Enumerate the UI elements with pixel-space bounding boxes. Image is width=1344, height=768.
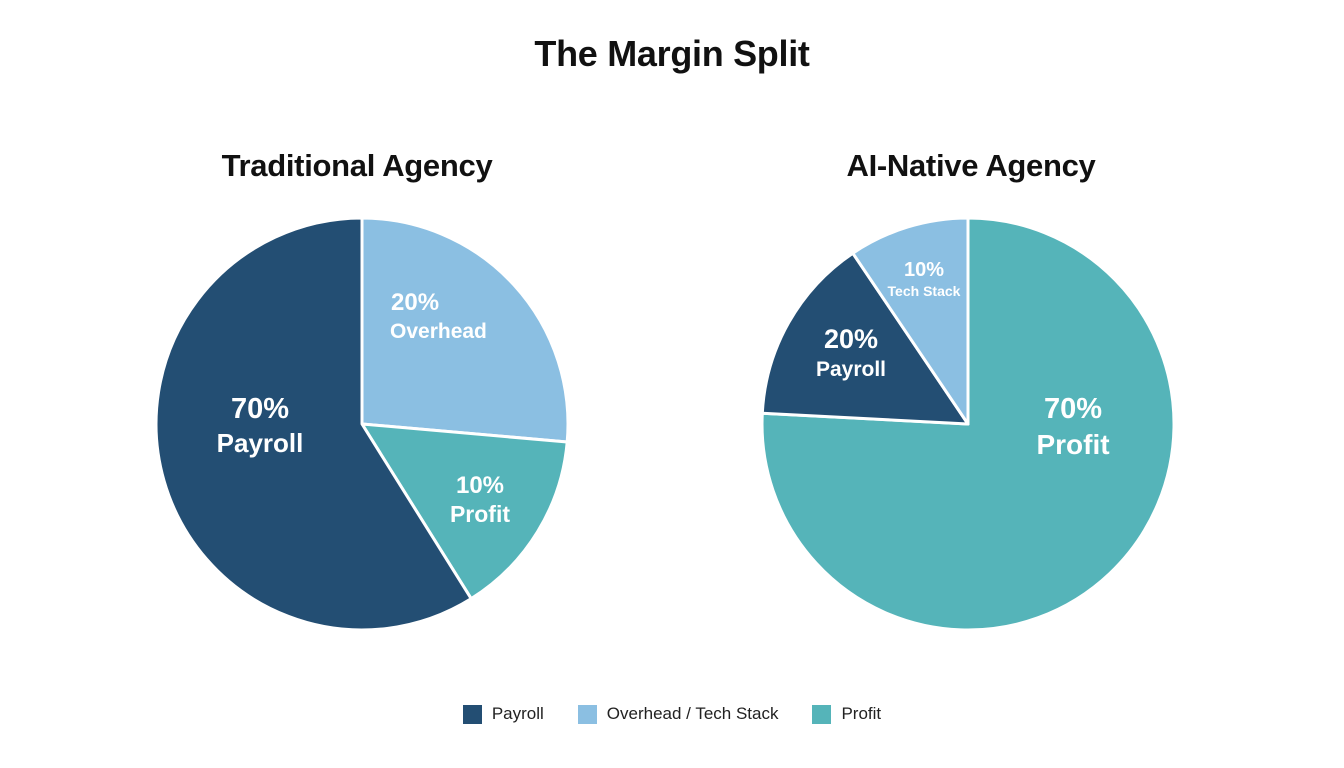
traditional-agency-pie: 70% Payroll 20% Overhead 10% Profit — [154, 216, 570, 632]
legend-label: Profit — [841, 704, 882, 723]
profit-label: Profit — [1036, 429, 1109, 460]
payroll-pct: 20% — [824, 324, 878, 354]
slice-tech-stack[interactable] — [851, 216, 970, 426]
slice-profit[interactable] — [760, 216, 1176, 632]
profit-pct: 10% — [456, 472, 504, 499]
legend-label: Overhead / Tech Stack — [606, 704, 779, 723]
overhead-pct: 20% — [391, 289, 439, 316]
payroll-label: Payroll — [217, 428, 304, 458]
slice-payroll[interactable] — [760, 251, 970, 426]
legend-item-payroll[interactable]: Payroll — [462, 704, 544, 724]
tech-stack-label: Tech Stack — [888, 283, 961, 299]
legend-item-overhead[interactable]: Overhead / Tech Stack — [577, 704, 779, 724]
overhead-swatch-icon — [577, 704, 597, 724]
payroll-swatch-icon — [462, 704, 482, 724]
legend-label: Payroll — [491, 704, 544, 723]
ai-native-agency-pie: 20% Payroll 10% Tech Stack 70% Profit — [760, 216, 1176, 632]
chart-legend: Payroll Overhead / Tech Stack Profit — [0, 704, 1344, 724]
slice-profit[interactable] — [360, 422, 569, 601]
slice-payroll[interactable] — [154, 216, 473, 632]
left-pie-title: Traditional Agency — [221, 148, 493, 183]
profit-swatch-icon — [812, 704, 832, 724]
profit-label: Profit — [450, 501, 510, 527]
payroll-label: Payroll — [816, 358, 886, 381]
tech-stack-pct: 10% — [904, 259, 944, 281]
overhead-label: Overhead — [390, 320, 487, 343]
chart-title: The Margin Split — [534, 33, 810, 74]
legend-item-profit[interactable]: Profit — [812, 704, 881, 724]
right-pie-title: AI-Native Agency — [846, 148, 1096, 183]
profit-pct: 70% — [1044, 393, 1102, 425]
slice-overhead[interactable] — [360, 216, 570, 444]
payroll-pct: 70% — [231, 393, 289, 425]
